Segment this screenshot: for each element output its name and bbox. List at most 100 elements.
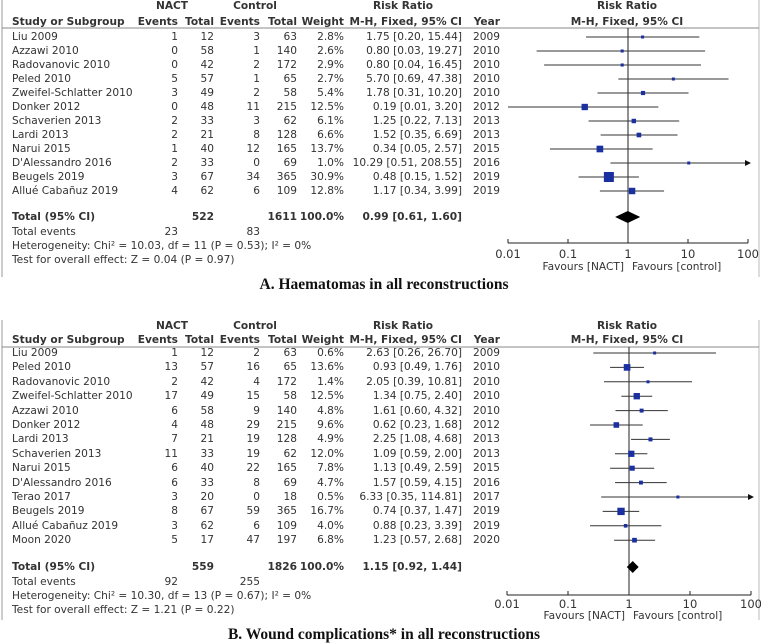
nact-events: 2: [171, 129, 178, 141]
weight: 1.0%: [317, 157, 344, 169]
point-estimate-square: [646, 380, 650, 384]
x-tick-label: 0.1: [558, 247, 578, 261]
nact-events: 5: [171, 534, 178, 547]
study-name: Beugels 2019: [12, 171, 85, 183]
pooled-diamond: [626, 561, 639, 573]
study-name: Schaverien 2013: [12, 115, 102, 127]
control-events: 47: [246, 534, 260, 547]
point-estimate-square: [648, 437, 653, 442]
control-total: 62: [283, 115, 297, 127]
pooled-diamond: [615, 211, 641, 223]
control-total: 69: [283, 157, 297, 169]
point-estimate-square: [641, 35, 645, 39]
nact-total: 40: [200, 143, 214, 155]
year: 2009: [473, 31, 500, 43]
year: 2010: [473, 73, 500, 85]
x-tick-label: 1: [624, 247, 632, 261]
point-estimate-square: [653, 351, 657, 355]
forest-plot-svg: [1, 320, 760, 620]
nact-events: 1: [171, 143, 178, 155]
risk-ratio-ci: 0.80 [0.04, 16.45]: [366, 59, 462, 71]
total-control: 1611: [267, 211, 298, 223]
risk-ratio-ci: 0.80 [0.03, 19.27]: [366, 45, 462, 57]
control-events: 16: [246, 361, 260, 374]
nact-events: 8: [171, 505, 178, 518]
risk-ratio-ci: 0.88 [0.23, 3.39]: [372, 519, 462, 532]
control-events: 6: [253, 519, 260, 532]
nact-events: 3: [171, 171, 178, 183]
total-control: 1826: [267, 561, 298, 573]
header-nact: NACT: [155, 0, 189, 12]
study-name: Azzawi 2010: [12, 45, 79, 57]
control-total: 109: [276, 519, 297, 532]
control-events: 0: [253, 157, 260, 169]
nact-total: 33: [200, 447, 214, 460]
point-estimate-square: [620, 49, 624, 53]
x-tick-label: 1: [625, 597, 633, 611]
year: 2012: [473, 419, 500, 431]
plot-header-risk-ratio: Risk Ratio: [596, 320, 658, 332]
weight: 16.7%: [310, 505, 344, 518]
weight: 12.8%: [310, 185, 344, 197]
weight: 4.0%: [317, 519, 344, 532]
x-tick-label: 10: [682, 597, 698, 611]
risk-ratio-ci: 1.78 [0.31, 10.20]: [366, 87, 462, 99]
control-total: 63: [283, 347, 297, 359]
nact-total: 33: [200, 476, 214, 489]
control-events: 59: [246, 505, 260, 518]
year: 2013: [473, 129, 500, 141]
weight: 12.5%: [310, 101, 344, 113]
header-study: Study or Subgroup: [12, 16, 125, 28]
year: 2013: [473, 433, 500, 446]
weight: 0.5%: [317, 491, 344, 503]
x-tick-label: 10: [680, 247, 696, 261]
point-estimate-square: [633, 393, 640, 400]
risk-ratio-ci: 1.52 [0.35, 6.69]: [372, 129, 462, 141]
study-name: Azzawi 2010: [12, 404, 79, 417]
year: 2015: [473, 462, 500, 475]
nact-total: 62: [200, 519, 214, 532]
year: 2015: [473, 143, 500, 155]
year: 2017: [473, 491, 500, 503]
control-events: 3: [253, 31, 260, 43]
total-events-control: 83: [246, 226, 260, 238]
nact-total: 48: [200, 419, 214, 431]
nact-events: 2: [171, 115, 178, 127]
control-total: 58: [283, 87, 297, 99]
risk-ratio-ci: 2.25 [1.08, 4.68]: [372, 433, 462, 446]
risk-ratio-ci: 6.33 [0.35, 114.81]: [359, 491, 462, 503]
study-name: Terao 2017: [12, 491, 71, 503]
nact-total: 33: [200, 157, 214, 169]
control-total: 58: [283, 390, 297, 403]
header-weight: Weight: [301, 16, 344, 28]
control-total: 109: [276, 185, 297, 197]
year: 2010: [473, 361, 500, 374]
study-name: Donker 2012: [12, 419, 81, 431]
year: 2013: [473, 115, 500, 127]
figure-caption: A. Haematomas in all reconstructions: [259, 276, 509, 293]
header-risk-ratio: Risk Ratio: [372, 0, 434, 12]
x-tick-label: 100: [737, 247, 759, 261]
risk-ratio-ci: 0.48 [0.15, 1.52]: [372, 171, 462, 183]
header-rr-method: M-H, Fixed, 95% CI: [349, 16, 462, 28]
nact-total: 62: [200, 185, 214, 197]
point-estimate-square: [623, 524, 628, 528]
control-total: 197: [276, 534, 297, 547]
control-events: 15: [246, 390, 260, 403]
nact-events: 11: [164, 447, 178, 460]
control-events: 0: [253, 491, 260, 503]
x-tick-label: 0.01: [495, 247, 521, 261]
total-events-control: 255: [239, 576, 260, 588]
weight: 30.9%: [310, 171, 344, 183]
year: 2019: [473, 185, 500, 197]
control-total: 215: [276, 101, 297, 113]
nact-events: 1: [171, 31, 178, 43]
total-nact: 559: [191, 561, 214, 573]
nact-total: 49: [200, 390, 214, 403]
total-events-label: Total events: [12, 226, 76, 238]
total-events-label: Total events: [12, 576, 76, 588]
favours-nact-label: Favours [NACT]: [542, 261, 624, 273]
study-name: D'Alessandro 2016: [12, 476, 112, 489]
point-estimate-square: [613, 422, 620, 428]
x-tick-label: 0.01: [494, 597, 520, 611]
